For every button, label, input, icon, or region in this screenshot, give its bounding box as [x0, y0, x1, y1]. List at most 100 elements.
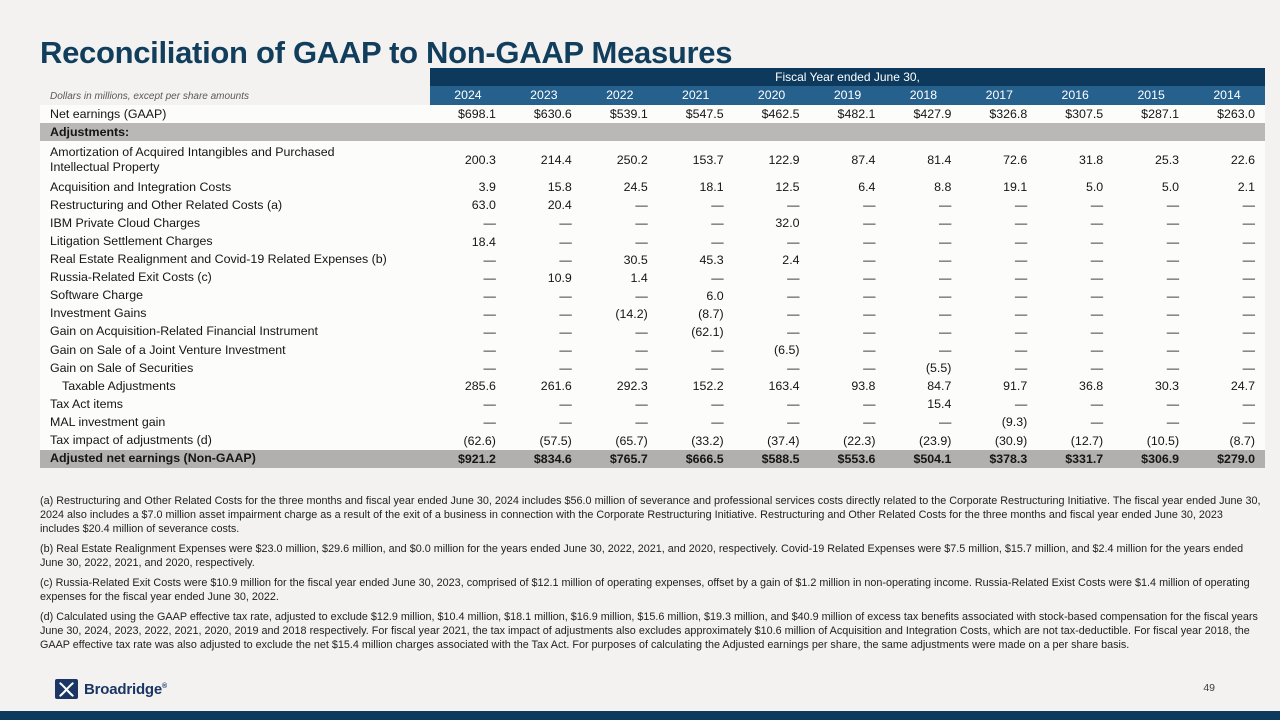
row-value: 2.4 [782, 252, 800, 267]
row-value: 292.3 [616, 379, 648, 394]
row-value: — [1090, 324, 1104, 339]
row-value: — [483, 216, 496, 231]
row-value: — [1166, 270, 1180, 285]
row-value: — [938, 252, 952, 267]
row-value: — [1166, 415, 1180, 430]
year-header: 2015 [1137, 88, 1165, 102]
row-value: — [1090, 361, 1104, 376]
table-row: Acquisition and Integration Costs 3.9 15.8… [40, 178, 1265, 196]
row-value: $331.7 [1065, 451, 1104, 466]
row-value: — [483, 397, 496, 412]
row-value: 22.6 [1230, 152, 1255, 167]
table-row: Amortization of Acquired Intangibles and… [40, 141, 1265, 178]
row-value: — [635, 216, 648, 231]
row-label: Amortization of Acquired Intangibles and… [50, 144, 335, 174]
row-value: $921.2 [458, 451, 496, 466]
row-value: (62.6) [463, 433, 496, 448]
row-value: — [483, 270, 496, 285]
row-value: — [1090, 216, 1104, 231]
row-value: — [787, 361, 800, 376]
row-value: $588.5 [761, 451, 800, 466]
row-value: 2.1 [1237, 180, 1255, 195]
row-value: — [1090, 270, 1104, 285]
table-row: Net earnings (GAAP) $698.1 $630.6 $539.1 $54… [40, 105, 1265, 123]
row-value: — [483, 415, 496, 430]
row-value: — [1014, 252, 1028, 267]
row-value: 30.5 [623, 252, 648, 267]
row-value: (65.7) [615, 433, 648, 448]
row-value: — [635, 397, 648, 412]
row-value: — [1014, 361, 1028, 376]
row-value: — [1242, 198, 1255, 213]
row-value: — [1090, 198, 1104, 213]
row-value: — [635, 343, 648, 358]
row-value: — [1166, 288, 1180, 303]
broadridge-logo: Broadridge® [55, 679, 167, 699]
year-header: 2022 [606, 88, 634, 102]
year-row: 2024 2023 2022 2021 2020 2019 2018 2017 2016 2015… [430, 86, 1265, 105]
footnote: (b) Real Estate Realignment Expenses wer… [40, 543, 1244, 569]
row-value: $765.7 [609, 451, 648, 466]
row-value: 20.4 [547, 198, 572, 213]
row-value: $287.1 [1141, 107, 1180, 122]
row-value: 81.4 [927, 152, 952, 167]
row-value: (14.2) [615, 306, 648, 321]
row-value: 19.1 [1003, 180, 1028, 195]
row-label: MAL investment gain [50, 414, 166, 429]
row-value: — [1166, 361, 1180, 376]
row-value: — [863, 306, 876, 321]
row-value: — [863, 234, 876, 249]
footnote: (d) Calculated using the GAAP effective … [40, 611, 1258, 651]
row-value: — [1242, 361, 1255, 376]
year-header: 2023 [530, 88, 558, 102]
row-value: 87.4 [851, 152, 876, 167]
row-value: — [1014, 324, 1028, 339]
row-label: IBM Private Cloud Charges [50, 215, 201, 230]
row-value: 1.4 [630, 270, 648, 285]
row-value: — [1242, 288, 1255, 303]
row-value: 25.3 [1154, 152, 1180, 167]
table-row: Gain on Sale of Securities — — — — — — (5.5) — — —… [40, 359, 1265, 377]
row-value: $326.8 [989, 107, 1028, 122]
row-value: (9.3) [1001, 415, 1028, 430]
row-value: 5.0 [1161, 180, 1180, 195]
row-value: — [559, 252, 572, 267]
row-value: 15.4 [927, 397, 952, 412]
row-value: — [863, 252, 876, 267]
row-value: $698.1 [458, 107, 496, 122]
row-value: — [483, 252, 496, 267]
row-value: — [1014, 198, 1028, 213]
row-value: $539.1 [609, 107, 648, 122]
row-value: 5.0 [1085, 180, 1104, 195]
row-value: (30.9) [994, 433, 1028, 448]
row-value: (8.7) [1229, 433, 1255, 448]
registered-mark: ® [162, 682, 167, 690]
row-value: (8.7) [698, 306, 724, 321]
row-value: — [863, 343, 876, 358]
row-value: — [711, 198, 724, 213]
year-header: 2016 [1061, 88, 1089, 102]
row-value: (10.5) [1146, 433, 1180, 448]
table-row: Real Estate Realignment and Covid-19 Rel… [40, 251, 1265, 269]
table-row: Restructuring and Other Related Costs (a… [40, 196, 1265, 214]
row-value: — [1090, 343, 1104, 358]
row-value: — [1166, 252, 1180, 267]
row-value: — [1242, 234, 1255, 249]
row-value: — [1014, 306, 1028, 321]
footnote: (a) Restructuring and Other Related Cost… [40, 495, 1261, 535]
row-value: 31.8 [1079, 152, 1104, 167]
table-header: Dollars in millions, except per share am… [40, 68, 1265, 105]
row-label: Real Estate Realignment and Covid-19 Rel… [50, 252, 387, 267]
row-value: — [635, 361, 648, 376]
row-value: 72.6 [1003, 152, 1028, 167]
row-value: — [1166, 343, 1180, 358]
row-value: $462.5 [761, 107, 800, 122]
table-row: Tax impact of adjustments (d) (62.6) (57.5… [40, 432, 1265, 450]
row-value: 15.8 [547, 180, 572, 195]
row-value: — [938, 343, 952, 358]
row-value: 24.7 [1230, 379, 1255, 394]
row-value: 32.0 [775, 216, 800, 231]
row-label: Investment Gains [50, 306, 147, 321]
row-label: Tax impact of adjustments (d) [50, 433, 212, 448]
table-row: MAL investment gain — — — — — — — (9.3) — — — [40, 413, 1265, 431]
